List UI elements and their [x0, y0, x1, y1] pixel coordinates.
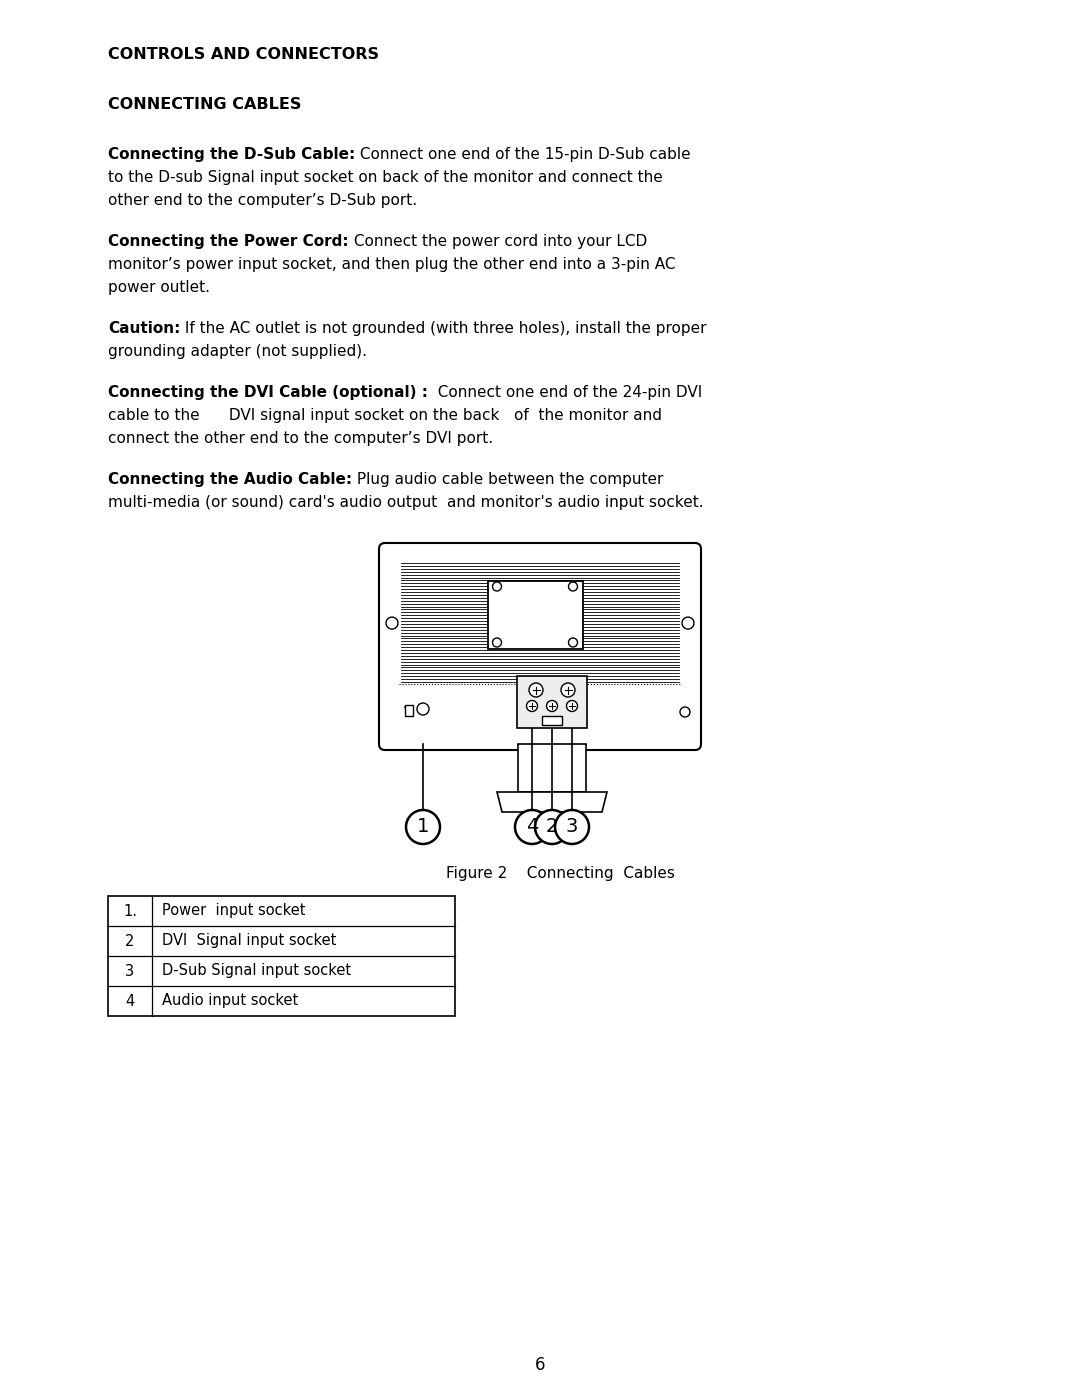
Text: Connect one end of the 15-pin D-Sub cable: Connect one end of the 15-pin D-Sub cabl…	[355, 147, 691, 162]
Text: 4: 4	[526, 817, 538, 837]
Circle shape	[535, 810, 569, 844]
Polygon shape	[497, 792, 607, 812]
Bar	[487, 581, 582, 648]
Text: multi-media (or sound) card's audio output  and monitor's audio input socket.: multi-media (or sound) card's audio outp…	[108, 495, 704, 510]
Text: 2: 2	[545, 817, 558, 837]
Text: Connecting the Power Cord:: Connecting the Power Cord:	[108, 235, 349, 249]
Text: DVI  Signal input socket: DVI Signal input socket	[162, 933, 336, 949]
Text: 1.: 1.	[123, 904, 137, 918]
Text: Connecting the Audio Cable:: Connecting the Audio Cable:	[108, 472, 352, 488]
Bar	[518, 745, 586, 792]
Text: D-Sub Signal input socket: D-Sub Signal input socket	[162, 964, 351, 978]
Text: other end to the computer’s D-Sub port.: other end to the computer’s D-Sub port.	[108, 193, 417, 208]
Text: 4: 4	[125, 993, 135, 1009]
Text: Connecting the D-Sub Cable:: Connecting the D-Sub Cable:	[108, 147, 355, 162]
Circle shape	[492, 638, 501, 647]
Text: grounding adapter (not supplied).: grounding adapter (not supplied).	[108, 344, 367, 359]
Bar	[542, 717, 562, 725]
Text: 3: 3	[125, 964, 135, 978]
Circle shape	[546, 700, 557, 711]
Circle shape	[386, 617, 399, 629]
Text: cable to the      DVI signal input socket on the back   of  the monitor and: cable to the DVI signal input socket on …	[108, 408, 662, 423]
FancyBboxPatch shape	[379, 543, 701, 750]
Bar	[517, 676, 588, 728]
Text: Figure 2    Connecting  Cables: Figure 2 Connecting Cables	[446, 866, 674, 882]
Circle shape	[515, 810, 549, 844]
Text: If the AC outlet is not grounded (with three holes), install the proper: If the AC outlet is not grounded (with t…	[180, 321, 707, 337]
Text: CONTROLS AND CONNECTORS: CONTROLS AND CONNECTORS	[108, 47, 379, 61]
Circle shape	[492, 583, 501, 591]
Circle shape	[680, 707, 690, 717]
Text: Power  input socket: Power input socket	[162, 904, 306, 918]
Text: 6: 6	[535, 1356, 545, 1375]
Text: Connect one end of the 24-pin DVI: Connect one end of the 24-pin DVI	[428, 386, 702, 400]
Bar	[405, 705, 413, 717]
Circle shape	[527, 700, 538, 711]
Text: 1: 1	[417, 817, 429, 837]
Text: 2: 2	[125, 933, 135, 949]
Circle shape	[568, 638, 578, 647]
Text: connect the other end to the computer’s DVI port.: connect the other end to the computer’s …	[108, 432, 494, 446]
Text: Audio input socket: Audio input socket	[162, 993, 298, 1009]
Text: monitor’s power input socket, and then plug the other end into a 3-pin AC: monitor’s power input socket, and then p…	[108, 257, 675, 272]
Bar	[108, 895, 455, 1016]
Circle shape	[568, 583, 578, 591]
Text: Connect the power cord into your LCD: Connect the power cord into your LCD	[349, 235, 647, 249]
Text: to the D-sub Signal input socket on back of the monitor and connect the: to the D-sub Signal input socket on back…	[108, 170, 663, 184]
Circle shape	[555, 810, 589, 844]
Text: CONNECTING CABLES: CONNECTING CABLES	[108, 96, 301, 112]
Circle shape	[417, 703, 429, 715]
Text: Plug audio cable between the computer: Plug audio cable between the computer	[352, 472, 663, 488]
Circle shape	[567, 700, 578, 711]
Text: Caution:: Caution:	[108, 321, 180, 337]
Text: Connecting the DVI Cable (optional) :: Connecting the DVI Cable (optional) :	[108, 386, 428, 400]
Circle shape	[681, 617, 694, 629]
Circle shape	[529, 683, 543, 697]
Circle shape	[561, 683, 575, 697]
Text: power outlet.: power outlet.	[108, 279, 210, 295]
Text: 3: 3	[566, 817, 578, 837]
Circle shape	[406, 810, 440, 844]
